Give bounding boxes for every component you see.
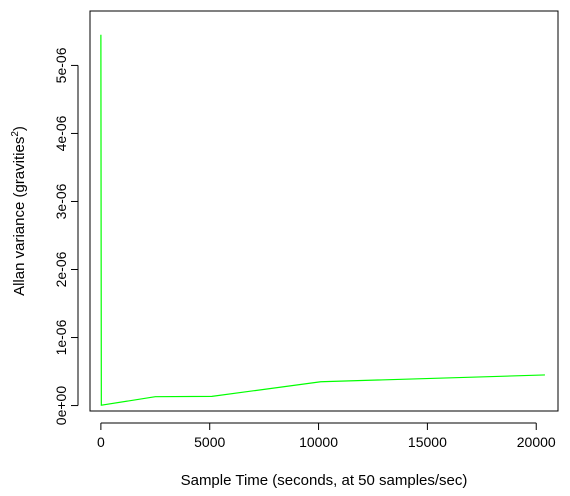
x-axis: 0 5000 10000 15000 20000 [97, 422, 556, 450]
y-axis-title-superscript: 2 [10, 131, 21, 137]
y-tick-label: 3e-06 [53, 183, 69, 219]
plot-frame [89, 10, 559, 412]
x-tick-label: 0 [97, 434, 105, 450]
series-line [100, 34, 545, 406]
y-axis-title-main: Allan variance (gravities [11, 137, 28, 296]
y-tick-label: 5e-06 [53, 47, 69, 83]
series-layer [100, 34, 545, 406]
y-axis: 0e+00 1e-06 2e-06 3e-06 4e-06 5e-06 [53, 47, 79, 426]
y-tick-label: 0e+00 [53, 386, 69, 426]
x-tick-label: 10000 [299, 434, 338, 450]
y-tick-label: 1e-06 [53, 319, 69, 355]
x-tick-label: 15000 [408, 434, 447, 450]
y-tick-label: 2e-06 [53, 251, 69, 287]
x-axis-title: Sample Time (seconds, at 50 samples/sec) [181, 472, 468, 489]
y-tick-label: 4e-06 [53, 115, 69, 151]
x-tick-label: 5000 [194, 434, 225, 450]
y-axis-title: Allan variance (gravities2) [10, 126, 28, 296]
y-axis-title-suffix: ) [11, 126, 28, 131]
x-tick-label: 20000 [517, 434, 556, 450]
